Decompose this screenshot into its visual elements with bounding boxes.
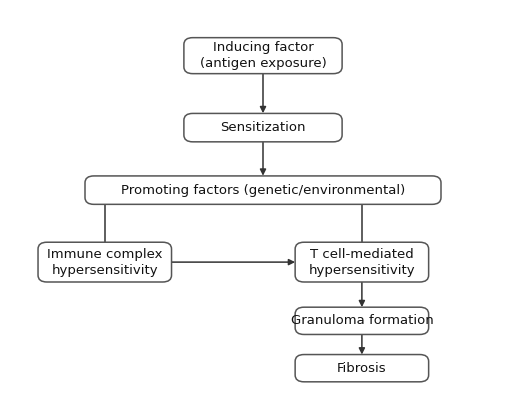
Text: Immune complex
hypersensitivity: Immune complex hypersensitivity — [47, 247, 163, 276]
FancyBboxPatch shape — [38, 242, 171, 282]
FancyBboxPatch shape — [295, 355, 429, 382]
FancyBboxPatch shape — [184, 113, 342, 142]
Text: Promoting factors (genetic/environmental): Promoting factors (genetic/environmental… — [121, 184, 405, 197]
Text: Sensitization: Sensitization — [220, 121, 306, 134]
FancyBboxPatch shape — [295, 307, 429, 334]
Text: Inducing factor
(antigen exposure): Inducing factor (antigen exposure) — [200, 41, 326, 70]
Text: Fibrosis: Fibrosis — [337, 361, 387, 375]
FancyBboxPatch shape — [184, 37, 342, 74]
FancyBboxPatch shape — [295, 242, 429, 282]
FancyBboxPatch shape — [85, 176, 441, 204]
Text: Granuloma formation: Granuloma formation — [290, 314, 433, 327]
Text: T cell-mediated
hypersensitivity: T cell-mediated hypersensitivity — [309, 247, 415, 276]
